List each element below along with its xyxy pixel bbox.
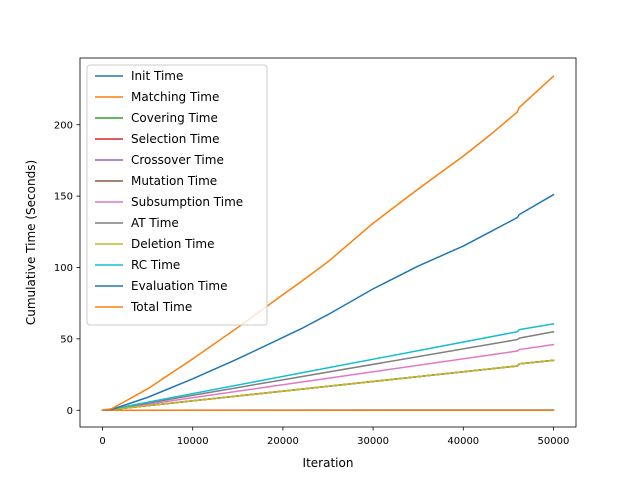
legend-label: Total Time bbox=[130, 300, 192, 314]
legend-label: Covering Time bbox=[131, 111, 218, 125]
x-tick-label: 50000 bbox=[538, 436, 570, 447]
y-axis-label: Cumulative Time (Seconds) bbox=[24, 160, 38, 325]
legend-label: Crossover Time bbox=[131, 153, 224, 167]
x-tick-label: 10000 bbox=[177, 436, 209, 447]
legend-label: Deletion Time bbox=[131, 237, 215, 251]
legend-label: Mutation Time bbox=[131, 174, 217, 188]
y-tick-label: 100 bbox=[54, 263, 73, 274]
x-axis-label: Iteration bbox=[303, 456, 354, 470]
y-tick-label: 0 bbox=[67, 406, 73, 417]
y-tick-label: 200 bbox=[54, 120, 73, 131]
legend-label: Subsumption Time bbox=[131, 195, 243, 209]
legend-label: RC Time bbox=[131, 258, 180, 272]
legend-label: Selection Time bbox=[131, 132, 219, 146]
y-tick-label: 50 bbox=[60, 334, 73, 345]
legend-label: Init Time bbox=[131, 69, 183, 83]
y-tick-label: 150 bbox=[54, 192, 73, 203]
legend: Init Time Matching Time Covering Time Selec… bbox=[87, 65, 267, 325]
legend-label: Matching Time bbox=[131, 90, 219, 104]
x-tick-label: 20000 bbox=[267, 436, 299, 447]
legend-label: AT Time bbox=[131, 216, 179, 230]
x-tick-label: 0 bbox=[99, 436, 105, 447]
x-tick-label: 40000 bbox=[447, 436, 479, 447]
legend-label: Evaluation Time bbox=[131, 279, 228, 293]
x-tick-label: 30000 bbox=[357, 436, 389, 447]
